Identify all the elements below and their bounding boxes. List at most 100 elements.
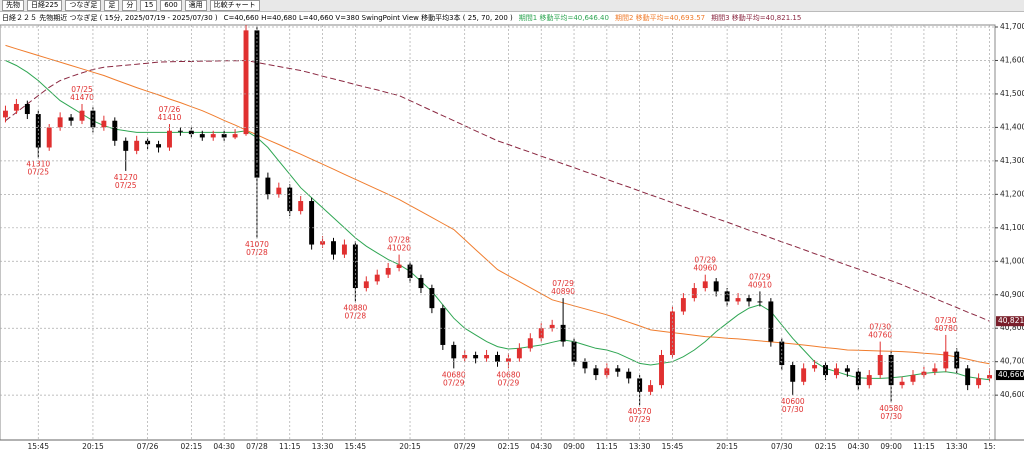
candle-body [954, 351, 960, 369]
candle-body [495, 354, 500, 362]
candle-body [24, 103, 30, 115]
candle-body [604, 368, 610, 376]
x-tick-label: 11:15 [596, 442, 618, 451]
toolbar-item[interactable]: 600 [160, 0, 182, 11]
x-tick-label: 11:15 [913, 442, 935, 451]
candle-body [363, 281, 369, 289]
annotation-price: 41470 [70, 93, 94, 102]
y-tick-label: 40,700 [1000, 357, 1024, 366]
toolbar-item[interactable]: 分 [122, 0, 138, 11]
price-flag-label: 40,660 [998, 370, 1024, 379]
candle-body [844, 368, 850, 372]
x-tick-label: 15: [983, 442, 995, 451]
y-tick-label: 41,100 [1000, 223, 1024, 232]
toolbar-item[interactable]: 先物 [2, 0, 24, 11]
x-tick-label: 13:30 [312, 442, 334, 451]
annotation-price: 40960 [693, 264, 717, 273]
x-tick-label: 02:15 [498, 442, 520, 451]
info-line: 日経２２５ 先物期近 つなぎ足 ( 15分, 2025/07/19 - 2025… [2, 13, 801, 24]
candle-body [374, 274, 380, 282]
candle-body [79, 110, 85, 121]
candle-body [177, 130, 183, 132]
candle-body [702, 281, 708, 289]
toolbar-item[interactable]: 適用 [184, 0, 207, 11]
annotation-date: 07/30 [880, 412, 902, 421]
candle-body [527, 338, 533, 349]
candle-body [735, 298, 741, 302]
annotation-date: 07/28 [246, 248, 268, 257]
y-tick-label: 41,500 [1000, 89, 1024, 98]
y-tick-label: 41,000 [1000, 256, 1024, 265]
chart-subtitle: C=40,660 H=40,680 L=40,660 V=380 SwingPo… [223, 14, 513, 22]
candle-body [866, 375, 872, 386]
candle-body [724, 291, 730, 302]
legend-entry: 期間3 移動平均=40,821.15 [711, 14, 802, 22]
x-tick-label: 07/30 [771, 442, 793, 451]
annotation-date: 07/28 [388, 236, 410, 245]
x-tick-label: 13:30 [629, 442, 651, 451]
x-tick-label: 15:45 [27, 442, 49, 451]
toolbar-item[interactable]: 日経225 [27, 0, 63, 11]
price-flag [996, 316, 1024, 327]
toolbar-item[interactable]: 比較チャート [209, 0, 260, 11]
candle-body [790, 365, 796, 382]
toolbar-item[interactable]: 15 [140, 0, 158, 11]
candle-body [768, 301, 774, 342]
x-tick-label: 15:45 [662, 442, 684, 451]
annotation-date: 07/30 [935, 316, 957, 325]
candle-body [90, 110, 96, 128]
candle-body [440, 308, 446, 345]
y-tick-label: 41,600 [1000, 55, 1024, 64]
candle-body [505, 358, 511, 362]
x-tick-label: 07/26 [137, 442, 159, 451]
candle-body [13, 103, 19, 111]
candle-body [265, 177, 271, 195]
candle-body [112, 120, 118, 141]
candle-body [429, 288, 435, 309]
candle-body [418, 278, 424, 289]
toolbar-item[interactable]: 足 [104, 0, 120, 11]
candle-body [713, 281, 719, 292]
annotation-date: 07/26 [159, 105, 181, 114]
toolbar-item[interactable]: つなぎ足 [65, 0, 102, 11]
candle-body [549, 324, 555, 329]
candle-body [396, 264, 402, 268]
annotation-date: 07/29 [552, 279, 574, 288]
annotation-date: 07/25 [27, 168, 49, 177]
y-tick-label: 41,700 [1000, 22, 1024, 31]
annotation-price: 40680 [442, 370, 466, 379]
annotation-date: 07/30 [869, 323, 891, 332]
annotation-price: 40600 [781, 397, 805, 406]
x-tick-label: 07/28 [246, 442, 268, 451]
candle-body [965, 368, 971, 386]
annotation-date: 07/25 [115, 181, 137, 190]
candle-body [812, 365, 818, 369]
candle-body [385, 267, 391, 275]
candle-body [341, 244, 347, 255]
annotation-date: 07/28 [345, 311, 367, 320]
candle-body [560, 324, 566, 342]
candle-body [46, 127, 52, 148]
candle-body [648, 385, 654, 392]
annotation-price: 40910 [748, 280, 772, 289]
candle-body [899, 381, 905, 386]
candle-body [276, 187, 282, 195]
annotation-date: 07/29 [694, 256, 716, 265]
x-tick-label: 13:30 [946, 442, 968, 451]
annotation-price: 40570 [628, 407, 652, 416]
candle-body [134, 140, 140, 151]
y-tick-label: 40,600 [1000, 390, 1024, 399]
annotation-date: 07/29 [629, 415, 651, 424]
candle-body [615, 368, 621, 372]
candle-body [123, 140, 129, 151]
candle-body [593, 368, 599, 376]
candle-body [462, 354, 468, 359]
x-tick-label: 09:00 [880, 442, 902, 451]
x-tick-label: 02:15 [815, 442, 837, 451]
annotation-price: 41270 [114, 173, 138, 182]
candle-body [451, 344, 457, 359]
annotation-date: 07/29 [443, 378, 465, 387]
candle-body [757, 301, 763, 303]
candle-body [473, 354, 479, 359]
